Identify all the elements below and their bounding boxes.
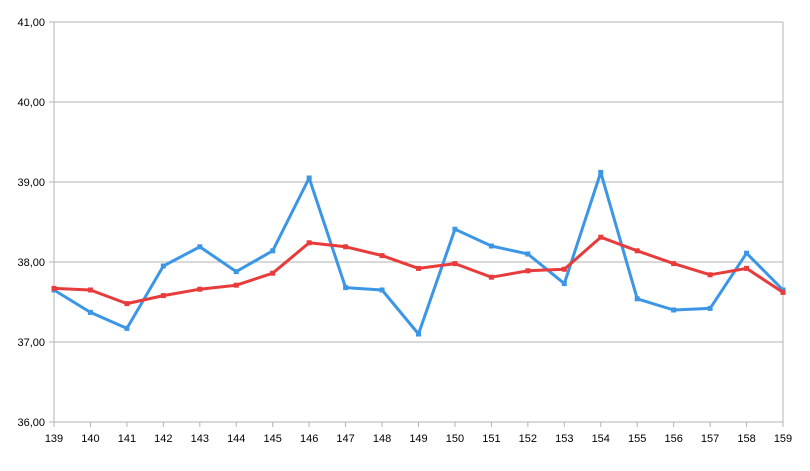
y-tick-label: 39,00 <box>17 177 45 189</box>
data-point <box>561 281 567 287</box>
data-point <box>598 234 604 240</box>
y-tick-label: 37,00 <box>17 337 45 349</box>
x-tick-label: 139 <box>45 433 63 445</box>
y-tick-labels: 36,00 37,00 38,00 39,00 40,00 41,00 <box>17 17 45 429</box>
series-1 <box>51 169 786 337</box>
x-tick-label: 153 <box>555 433 573 445</box>
x-tick-label: 144 <box>227 433 245 445</box>
axes <box>49 21 784 427</box>
data-point <box>306 240 312 246</box>
data-point <box>379 287 385 293</box>
data-point <box>233 282 239 288</box>
data-point <box>525 251 531 257</box>
x-tick-label: 140 <box>81 433 99 445</box>
data-point <box>160 293 166 299</box>
data-series <box>51 169 786 337</box>
x-tick-label: 143 <box>191 433 209 445</box>
y-tick-label: 38,00 <box>17 257 45 269</box>
data-point <box>452 226 458 232</box>
data-point <box>744 265 750 271</box>
x-tick-label: 154 <box>592 433 610 445</box>
data-point <box>561 266 567 272</box>
x-tick-label: 158 <box>737 433 755 445</box>
data-point <box>197 286 203 292</box>
x-tick-label: 156 <box>664 433 682 445</box>
x-tick-label: 148 <box>373 433 391 445</box>
y-tick-label: 41,00 <box>17 17 45 29</box>
x-tick-label: 145 <box>264 433 282 445</box>
x-tick-label: 155 <box>628 433 646 445</box>
x-tick-label: 142 <box>154 433 172 445</box>
x-tick-label: 157 <box>701 433 719 445</box>
data-point <box>233 269 239 275</box>
data-point <box>416 331 421 337</box>
data-point <box>525 268 531 274</box>
data-point <box>270 270 276 276</box>
data-point <box>379 253 385 259</box>
data-point <box>744 250 750 256</box>
x-tick-label: 150 <box>446 433 464 445</box>
x-tick-label: 151 <box>482 433 500 445</box>
x-tick-label: 141 <box>118 433 136 445</box>
data-point <box>634 296 640 302</box>
y-tick-label: 40,00 <box>17 97 45 109</box>
data-point <box>671 307 677 313</box>
gridlines <box>54 21 783 423</box>
data-point <box>124 325 130 331</box>
data-point <box>671 261 677 267</box>
x-tick-label: 159 <box>774 433 792 445</box>
data-point <box>51 285 57 291</box>
data-point <box>488 274 494 280</box>
data-point <box>306 175 312 181</box>
series-2 <box>51 234 786 307</box>
data-point <box>124 301 130 307</box>
data-point <box>160 263 166 269</box>
data-point <box>452 261 458 267</box>
x-tick-label: 152 <box>519 433 537 445</box>
data-point <box>197 244 203 250</box>
x-tick-label: 149 <box>409 433 427 445</box>
x-tick-label: 146 <box>300 433 318 445</box>
data-point <box>780 289 786 295</box>
data-point <box>87 309 93 315</box>
x-tick-labels: 139 140 141 142 143 144 145 146 147 148 149 150 151 1… <box>45 433 792 445</box>
data-point <box>343 285 349 291</box>
data-point <box>634 248 640 254</box>
data-point <box>488 243 494 249</box>
data-point <box>707 272 713 278</box>
data-point <box>416 265 421 271</box>
y-tick-label: 36,00 <box>17 417 45 429</box>
data-point <box>87 287 93 293</box>
data-point <box>598 169 604 175</box>
x-tick-label: 147 <box>336 433 354 445</box>
data-point <box>707 305 713 311</box>
data-point <box>343 244 349 250</box>
data-point <box>270 248 276 254</box>
